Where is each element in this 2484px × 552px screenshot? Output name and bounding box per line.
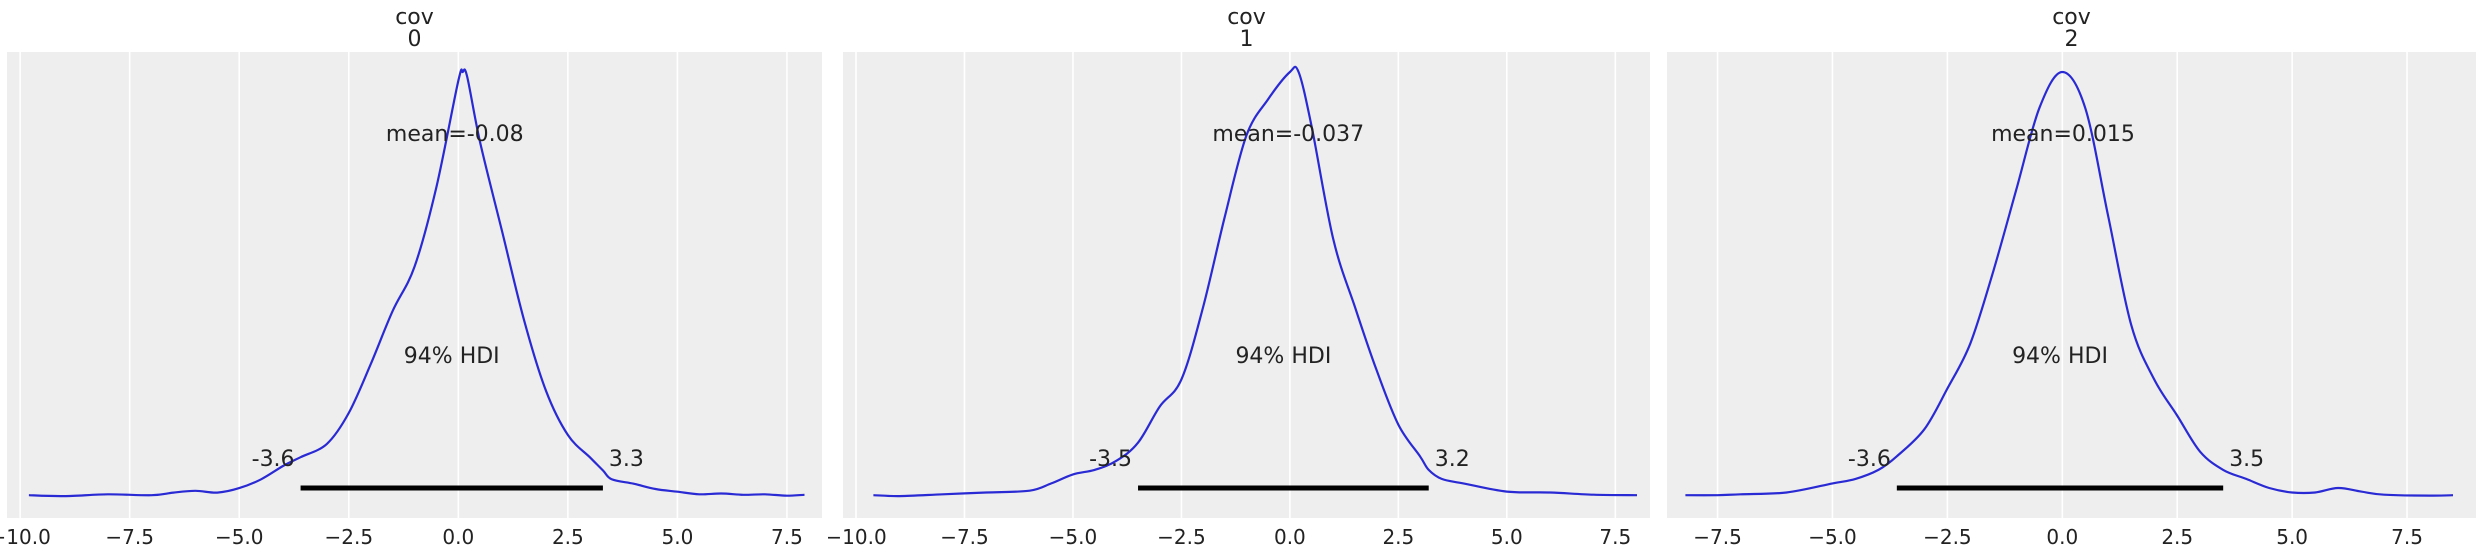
x-tick-label: 2.5 [2161,525,2193,549]
chart-title-line-2: 1 [1240,27,1254,52]
hdi-upper-label: 3.3 [609,447,644,472]
chart-title-line-1: cov [395,5,434,30]
mean-label: mean=-0.08 [386,122,524,147]
x-tick-label: 0.0 [1274,525,1306,549]
hdi-label: 94% HDI [2012,344,2108,369]
hdi-label: 94% HDI [404,344,500,369]
x-tick-label: 0.0 [2046,525,2078,549]
hdi-lower-label: -3.5 [1089,447,1132,472]
hdi-upper-label: 3.2 [1435,447,1470,472]
x-tick-label: 5.0 [661,525,693,549]
chart-title-line-1: cov [2052,5,2091,30]
x-tick-label: −5.0 [1808,525,1857,549]
plot-area [843,52,1650,518]
density-curve [1685,70,2454,497]
x-tick-label: 7.5 [1599,525,1631,549]
hdi-label: 94% HDI [1235,344,1331,369]
x-tick-label: −7.5 [940,525,989,549]
x-tick-label: 5.0 [1491,525,1523,549]
x-tick-label: −10.0 [0,525,51,549]
plot-area [1667,52,2476,518]
x-tick-label: −2.5 [1923,525,1972,549]
chart-title-line-1: cov [1227,5,1266,30]
density-curve [28,68,805,498]
density-curve [873,65,1638,498]
x-tick-label: −2.5 [324,525,373,549]
chart-title-line-2: 2 [2065,27,2079,52]
x-tick-label: −7.5 [105,525,154,549]
x-tick-label: −10.0 [828,525,887,549]
hdi-lower-label: -3.6 [252,447,295,472]
plot-area [7,52,822,518]
hdi-lower-label: -3.6 [1848,447,1891,472]
mean-label: mean=0.015 [1991,122,2135,147]
x-tick-label: −7.5 [1693,525,1742,549]
x-tick-label: −5.0 [215,525,264,549]
x-tick-label: −2.5 [1157,525,1206,549]
x-tick-label: 2.5 [1382,525,1414,549]
hdi-upper-label: 3.5 [2229,447,2264,472]
mean-label: mean=-0.037 [1212,122,1364,147]
x-tick-label: 7.5 [2391,525,2423,549]
x-tick-label: −5.0 [1049,525,1098,549]
chart-title-line-2: 0 [408,27,422,52]
x-tick-label: 7.5 [771,525,803,549]
x-tick-label: 2.5 [552,525,584,549]
x-tick-label: 0.0 [442,525,474,549]
x-tick-label: 5.0 [2276,525,2308,549]
